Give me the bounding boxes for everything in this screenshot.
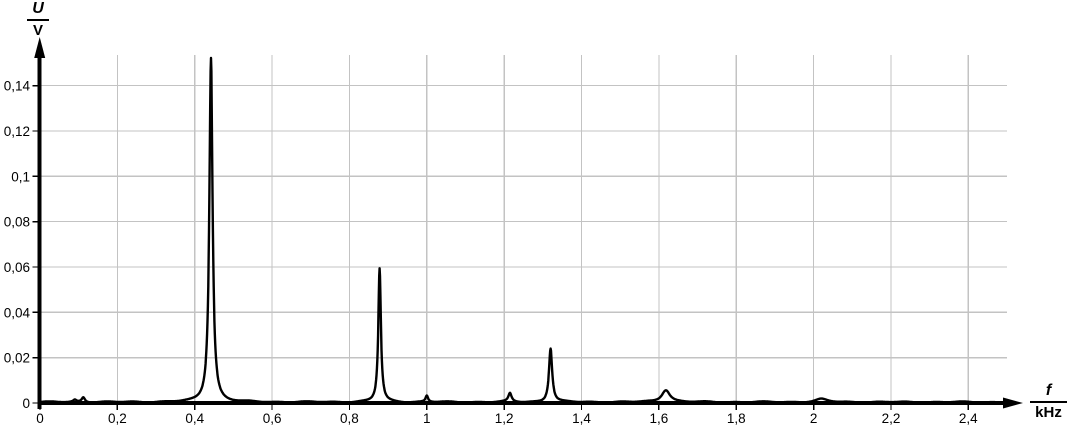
- x-tick-label: 0,2: [108, 411, 127, 426]
- y-tick-label: 0: [22, 396, 30, 411]
- x-tick-label: 1,6: [649, 411, 668, 426]
- y-axis-unit-denominator: V: [32, 22, 43, 39]
- y-tick-label: 0,14: [4, 79, 31, 94]
- x-axis-arrowhead: [1003, 397, 1023, 409]
- y-axis-arrowhead: [34, 37, 46, 58]
- y-tick-label: 0,06: [4, 260, 30, 275]
- y-tick-label: 0,04: [4, 305, 31, 320]
- y-axis-unit-label: U V: [27, 1, 49, 38]
- x-tick-label: 1,2: [495, 411, 514, 426]
- y-tick-label: 0,02: [4, 351, 30, 366]
- spectrum-curve: [39, 56, 1008, 404]
- x-tick-label: 1,8: [727, 411, 746, 426]
- x-tick-label: 0,6: [263, 411, 282, 426]
- x-tick-label: 0,8: [340, 411, 359, 426]
- x-tick-label: 2,2: [882, 411, 901, 426]
- y-tick-label: 0,1: [11, 169, 30, 184]
- x-tick-label: 1,4: [572, 411, 591, 426]
- x-tick-label: 2,4: [959, 411, 978, 426]
- y-tick-label: 0,08: [4, 215, 30, 230]
- x-tick-label: 2: [810, 411, 818, 426]
- y-tick-label: 0,12: [4, 124, 30, 139]
- x-tick-label: 1: [423, 411, 431, 426]
- x-tick-label: 0,4: [185, 411, 204, 426]
- x-tick-label: 0: [36, 411, 44, 426]
- x-axis-unit-label: f kHz: [1030, 383, 1067, 420]
- x-axis-unit-denominator: kHz: [1035, 404, 1062, 421]
- x-axis-unit-numerator: f: [1030, 383, 1067, 403]
- y-axis-unit-numerator: U: [27, 1, 49, 21]
